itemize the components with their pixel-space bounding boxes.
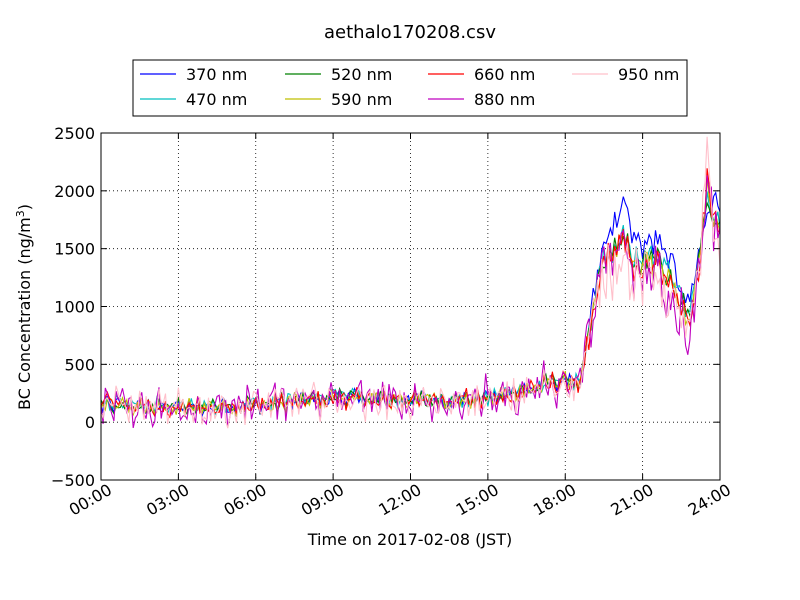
y-tick-label: 0 — [85, 413, 95, 432]
y-tick-label: 1000 — [54, 298, 95, 317]
legend-label: 660 nm — [474, 65, 535, 84]
y-axis-label-close: ) — [15, 204, 34, 210]
series-line-950-nm — [101, 136, 720, 429]
legend-frame — [132, 59, 688, 117]
legend-label: 370 nm — [186, 65, 247, 84]
y-axis-label-superscript: 3 — [14, 210, 27, 217]
chart-title: aethalo170208.csv — [324, 22, 496, 43]
y-tick-label: 500 — [64, 355, 95, 374]
legend: 370 nm 470 nm 520 nm 590 nm 660 nm 880 nm 950 … — [132, 59, 688, 117]
y-axis-label-main: BC Concentration (ng/m — [15, 217, 34, 410]
y-tick-label: 1500 — [54, 240, 95, 259]
series-line-590-nm — [101, 178, 720, 418]
series-lines — [101, 136, 720, 429]
y-axis-label: BC Concentration (ng/m3) — [14, 204, 34, 410]
series-line-880-nm — [101, 175, 720, 429]
legend-label: 470 nm — [186, 90, 247, 109]
legend-label: 590 nm — [331, 90, 392, 109]
y-tick-label: −500 — [51, 471, 95, 490]
y-tick-label: 2500 — [54, 124, 95, 143]
legend-label: 520 nm — [331, 65, 392, 84]
series-line-660-nm — [101, 168, 720, 419]
y-tick-label: 2000 — [54, 182, 95, 201]
x-axis-label: Time on 2017-02-08 (JST) — [307, 530, 512, 549]
legend-label: 950 nm — [618, 65, 679, 84]
legend-label: 880 nm — [474, 90, 535, 109]
